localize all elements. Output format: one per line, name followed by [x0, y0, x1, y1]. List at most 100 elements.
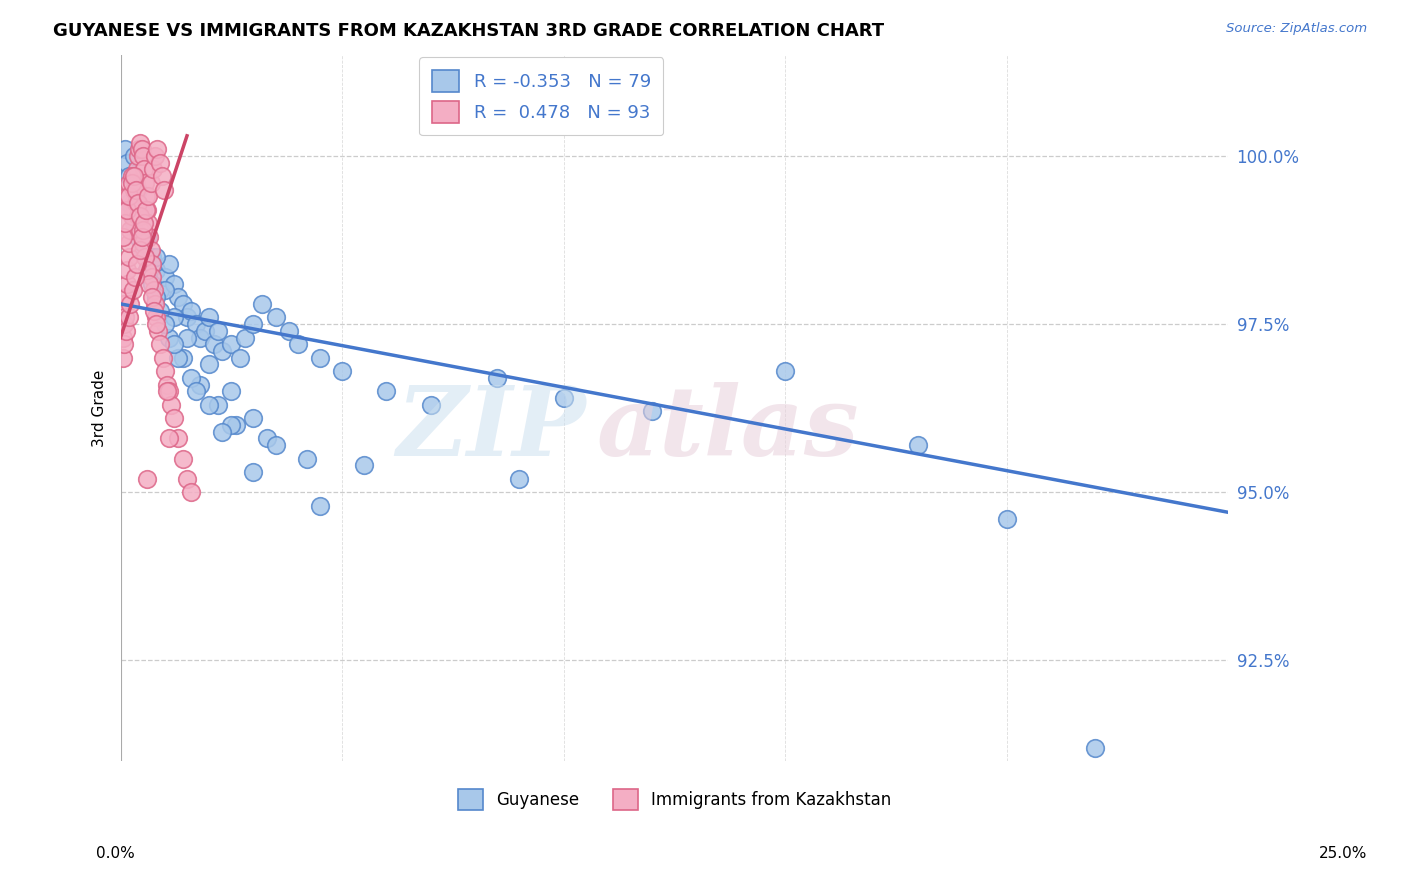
- Point: [141, 290, 163, 304]
- Point: [184, 317, 207, 331]
- Point: [157, 330, 180, 344]
- Point: [184, 384, 207, 399]
- Point: [121, 210, 143, 224]
- Point: [145, 310, 167, 325]
- Point: [225, 417, 247, 432]
- Point: [136, 263, 159, 277]
- Point: [127, 149, 149, 163]
- Point: [118, 196, 141, 211]
- Text: 0.0%: 0.0%: [96, 846, 135, 861]
- Point: [773, 364, 796, 378]
- Point: [194, 324, 217, 338]
- Point: [330, 364, 353, 378]
- Point: [242, 317, 264, 331]
- Point: [145, 317, 167, 331]
- Point: [375, 384, 398, 399]
- Point: [211, 425, 233, 439]
- Point: [128, 142, 150, 156]
- Point: [136, 472, 159, 486]
- Point: [252, 297, 274, 311]
- Point: [117, 250, 139, 264]
- Point: [131, 223, 153, 237]
- Point: [242, 465, 264, 479]
- Point: [112, 317, 135, 331]
- Point: [138, 277, 160, 291]
- Point: [1084, 740, 1107, 755]
- Point: [131, 236, 153, 251]
- Point: [139, 243, 162, 257]
- Point: [176, 472, 198, 486]
- Point: [114, 202, 136, 217]
- Point: [188, 377, 211, 392]
- Point: [156, 384, 179, 399]
- Point: [117, 310, 139, 325]
- Point: [122, 183, 145, 197]
- Text: ZIP: ZIP: [396, 383, 586, 476]
- Point: [995, 512, 1018, 526]
- Point: [221, 337, 243, 351]
- Point: [138, 189, 160, 203]
- Point: [136, 202, 159, 217]
- Text: GUYANESE VS IMMIGRANTS FROM KAZAKHSTAN 3RD GRADE CORRELATION CHART: GUYANESE VS IMMIGRANTS FROM KAZAKHSTAN 3…: [53, 22, 884, 40]
- Point: [180, 371, 202, 385]
- Point: [127, 229, 149, 244]
- Point: [127, 256, 149, 270]
- Point: [111, 229, 134, 244]
- Point: [142, 162, 165, 177]
- Point: [136, 216, 159, 230]
- Point: [115, 202, 138, 217]
- Point: [136, 263, 159, 277]
- Point: [122, 149, 145, 163]
- Point: [172, 451, 194, 466]
- Point: [211, 343, 233, 358]
- Point: [188, 330, 211, 344]
- Point: [125, 183, 148, 197]
- Point: [163, 310, 186, 325]
- Legend: Guyanese, Immigrants from Kazakhstan: Guyanese, Immigrants from Kazakhstan: [451, 782, 898, 816]
- Point: [142, 284, 165, 298]
- Point: [127, 183, 149, 197]
- Point: [143, 149, 166, 163]
- Point: [256, 431, 278, 445]
- Point: [163, 277, 186, 291]
- Point: [139, 176, 162, 190]
- Point: [141, 256, 163, 270]
- Point: [141, 270, 163, 285]
- Point: [229, 351, 252, 365]
- Point: [207, 324, 229, 338]
- Point: [157, 256, 180, 270]
- Point: [131, 202, 153, 217]
- Point: [131, 236, 153, 251]
- Point: [153, 183, 176, 197]
- Point: [132, 216, 155, 230]
- Point: [122, 183, 145, 197]
- Point: [907, 438, 929, 452]
- Point: [115, 189, 138, 203]
- Point: [114, 216, 136, 230]
- Point: [134, 176, 156, 190]
- Point: [124, 270, 146, 285]
- Point: [167, 351, 190, 365]
- Point: [120, 223, 142, 237]
- Point: [128, 243, 150, 257]
- Point: [180, 303, 202, 318]
- Point: [508, 472, 530, 486]
- Point: [309, 499, 332, 513]
- Point: [150, 169, 173, 183]
- Point: [202, 337, 225, 351]
- Point: [127, 196, 149, 211]
- Point: [156, 377, 179, 392]
- Point: [264, 438, 287, 452]
- Point: [131, 142, 153, 156]
- Point: [160, 398, 183, 412]
- Point: [121, 176, 143, 190]
- Point: [221, 384, 243, 399]
- Point: [309, 351, 332, 365]
- Point: [141, 250, 163, 264]
- Point: [129, 223, 152, 237]
- Point: [149, 337, 172, 351]
- Point: [145, 250, 167, 264]
- Point: [145, 263, 167, 277]
- Point: [153, 284, 176, 298]
- Point: [198, 398, 221, 412]
